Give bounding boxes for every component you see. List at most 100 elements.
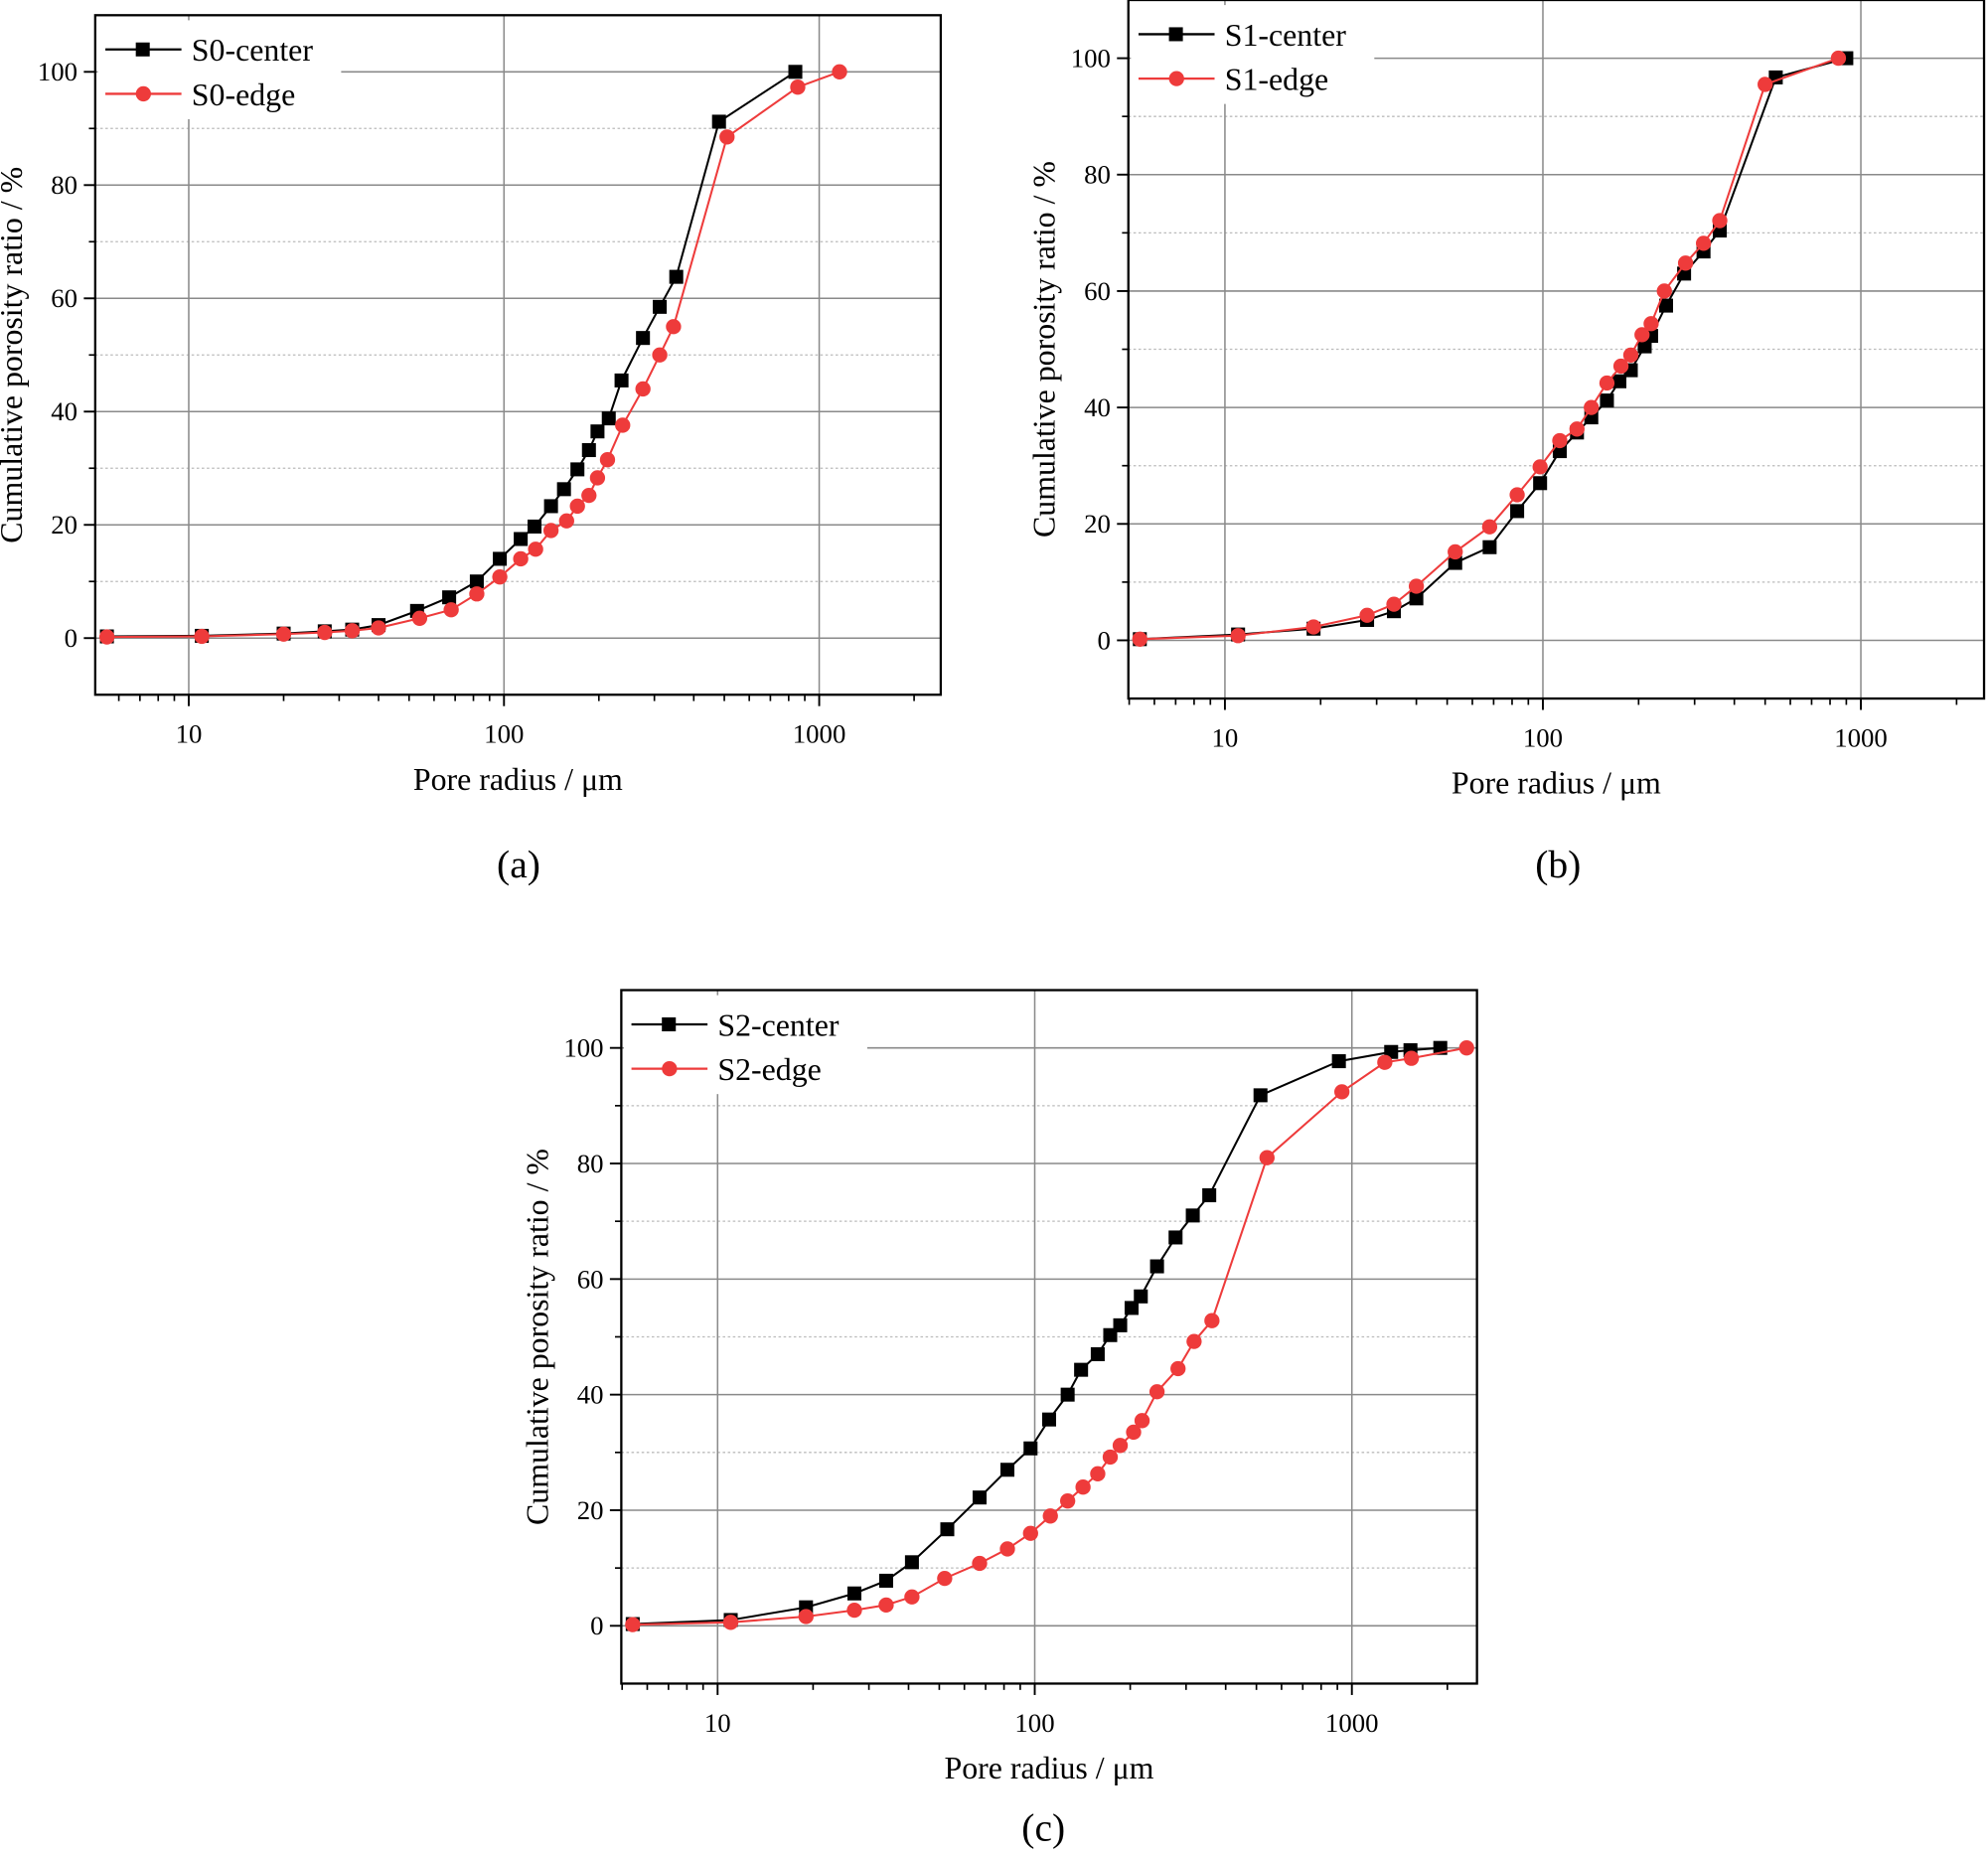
- data-point-square: [1510, 504, 1525, 519]
- data-point-circle: [1448, 543, 1463, 560]
- data-point-square: [528, 519, 542, 534]
- x-tick-label: 10: [176, 719, 203, 749]
- data-point-square: [999, 1463, 1015, 1477]
- data-point-circle: [344, 623, 361, 639]
- data-point-circle: [194, 628, 210, 645]
- data-point-square: [1600, 393, 1614, 408]
- data-point-circle: [722, 1615, 739, 1630]
- data-point-circle: [1656, 283, 1672, 299]
- y-tick-label: 40: [1084, 392, 1111, 422]
- x-tick-label: 100: [484, 719, 524, 749]
- data-point-circle: [937, 1570, 953, 1587]
- series-line-S0-center: [106, 71, 797, 638]
- data-point-square: [1482, 540, 1497, 554]
- data-point-circle: [1022, 1525, 1038, 1541]
- data-point-square: [1552, 444, 1567, 459]
- data-point-circle: [846, 1602, 862, 1619]
- data-point-square: [1023, 1441, 1038, 1456]
- x-axis-label: Pore radius / μm: [945, 1751, 1154, 1785]
- legend-square-icon: [662, 1016, 677, 1031]
- y-tick-label: 0: [1097, 625, 1110, 655]
- data-point-circle: [469, 586, 485, 602]
- data-point-circle: [558, 513, 574, 529]
- data-point-square: [1074, 1362, 1089, 1377]
- data-point-circle: [1677, 255, 1694, 271]
- data-point-square: [788, 65, 803, 79]
- data-point-circle: [878, 1597, 894, 1614]
- y-tick-label: 20: [51, 510, 77, 540]
- x-axis-label: Pore radius / μm: [1452, 766, 1661, 801]
- data-point-square: [1041, 1412, 1056, 1427]
- legend-square-icon: [1168, 27, 1183, 42]
- data-point-circle: [972, 1555, 988, 1572]
- data-point-square: [1637, 339, 1652, 354]
- plot-frame: [93, 14, 943, 696]
- data-point-circle: [1102, 1449, 1119, 1466]
- data-point-circle: [569, 498, 585, 515]
- y-tick-label: 100: [563, 1033, 603, 1063]
- data-point-square: [1060, 1387, 1075, 1402]
- data-point-square: [1253, 1088, 1268, 1103]
- data-point-circle: [1377, 1054, 1393, 1070]
- data-point-circle: [371, 620, 386, 636]
- chart-panel-a: 0 20 40 60 80 100 10 100 1000 S0-center S0-edge Por…: [0, 14, 943, 886]
- data-point-circle: [1643, 316, 1659, 332]
- y-axis-label: Cumulative porosity ratio / %: [520, 1149, 554, 1525]
- x-axis-label: Pore radius / μm: [413, 762, 623, 797]
- data-point-square: [846, 1586, 862, 1601]
- data-point-circle: [1552, 432, 1568, 449]
- data-point-circle: [1170, 1360, 1186, 1377]
- data-point-circle: [1134, 1413, 1150, 1429]
- chart-panel-c: 0 20 40 60 80 100 10 100 1000 S2-center S2-edge Por…: [520, 989, 1478, 1850]
- y-tick-label: 20: [1084, 509, 1111, 539]
- data-point-circle: [904, 1589, 920, 1605]
- data-point-circle: [1305, 619, 1321, 635]
- data-point-square: [669, 269, 684, 284]
- legend-background: [623, 995, 867, 1095]
- panel-caption: (c): [1021, 1806, 1065, 1850]
- legend-label: S1-edge: [1225, 63, 1328, 97]
- data-point-circle: [1334, 1084, 1350, 1100]
- data-point-circle: [1403, 1050, 1420, 1066]
- x-tick-label: 10: [1212, 723, 1239, 753]
- data-point-circle: [1042, 1508, 1058, 1524]
- data-point-square: [1611, 374, 1626, 388]
- data-point-square: [1113, 1317, 1128, 1332]
- data-point-circle: [666, 319, 682, 335]
- data-point-square: [514, 532, 529, 546]
- data-point-circle: [492, 569, 508, 585]
- data-point-circle: [1230, 628, 1246, 644]
- data-point-circle: [625, 1617, 641, 1632]
- data-point-square: [711, 114, 726, 129]
- data-point-circle: [1126, 1424, 1142, 1441]
- data-point-circle: [1259, 1150, 1275, 1165]
- y-tick-label: 80: [577, 1149, 604, 1178]
- data-point-circle: [1075, 1479, 1091, 1495]
- data-point-circle: [1458, 1040, 1474, 1056]
- y-tick-label: 40: [51, 396, 77, 426]
- data-point-circle: [1584, 399, 1600, 415]
- data-point-square: [1168, 1230, 1183, 1245]
- data-point-square: [556, 482, 571, 497]
- data-point-circle: [1599, 375, 1615, 391]
- y-axis-label: Cumulative porosity ratio / %: [1027, 161, 1062, 538]
- data-point-square: [1149, 1259, 1164, 1274]
- y-tick-label: 100: [1071, 44, 1111, 74]
- data-point-circle: [1634, 327, 1650, 343]
- data-point-square: [614, 373, 629, 387]
- data-point-circle: [443, 602, 459, 618]
- data-point-circle: [275, 626, 292, 642]
- y-tick-label: 40: [577, 1380, 604, 1410]
- data-point-circle: [652, 347, 668, 363]
- data-point-circle: [798, 1609, 814, 1624]
- data-point-circle: [1132, 631, 1147, 647]
- x-tick-label: 100: [1014, 1708, 1054, 1738]
- data-point-circle: [1481, 519, 1498, 535]
- y-tick-label: 60: [577, 1264, 604, 1294]
- data-point-square: [570, 462, 585, 477]
- x-tick-label: 100: [1523, 723, 1563, 753]
- data-point-square: [940, 1522, 955, 1537]
- data-point-square: [878, 1573, 893, 1588]
- data-point-square: [590, 424, 605, 439]
